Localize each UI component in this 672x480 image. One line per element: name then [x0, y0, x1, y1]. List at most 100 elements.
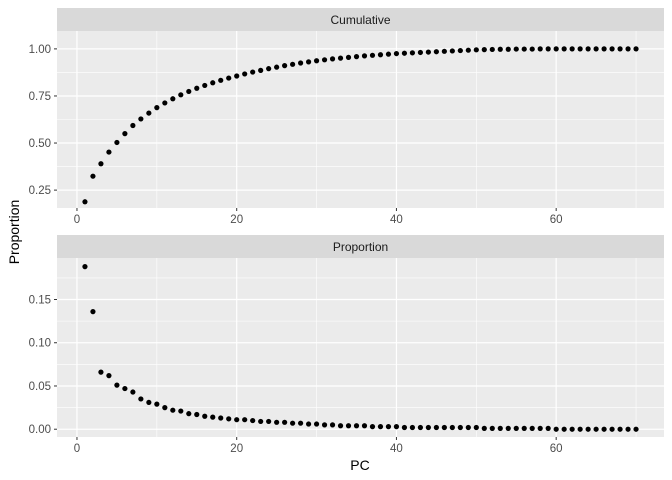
data-point — [82, 199, 88, 205]
data-point — [393, 424, 400, 430]
data-point — [154, 105, 160, 111]
data-point — [545, 425, 551, 431]
data-point — [441, 424, 447, 431]
facet-strip — [57, 235, 664, 258]
data-point — [162, 100, 168, 106]
data-point — [601, 46, 607, 52]
data-point — [377, 52, 384, 58]
panel-background — [57, 258, 664, 437]
data-point — [337, 55, 344, 61]
data-point — [130, 389, 136, 395]
data-point — [162, 404, 168, 411]
data-point — [361, 423, 368, 429]
data-point — [417, 424, 424, 431]
data-point — [122, 131, 128, 137]
data-point — [146, 110, 152, 116]
data-point — [401, 424, 408, 431]
data-point — [186, 411, 192, 417]
data-point — [465, 424, 471, 431]
data-point — [234, 73, 240, 79]
data-point — [90, 173, 96, 179]
data-point — [489, 425, 495, 431]
data-point — [393, 50, 400, 57]
data-point — [585, 426, 591, 432]
data-point — [513, 425, 519, 431]
data-point — [457, 424, 463, 431]
data-point — [321, 57, 328, 63]
data-point — [114, 139, 120, 146]
y-tick-label: 0.00 — [29, 424, 51, 436]
data-point — [537, 46, 543, 52]
data-point — [481, 425, 487, 431]
data-point — [617, 426, 623, 432]
data-point — [282, 63, 288, 69]
y-tick-label: 0.50 — [29, 138, 51, 150]
data-point — [353, 54, 360, 60]
y-tick-label: 0.15 — [29, 295, 51, 307]
data-point — [194, 411, 200, 418]
data-point — [593, 46, 599, 52]
data-point — [425, 49, 431, 55]
data-point — [242, 417, 248, 423]
data-point — [465, 47, 471, 53]
data-point — [170, 96, 176, 102]
data-point — [529, 46, 535, 52]
y-tick-label: 1.00 — [29, 44, 51, 56]
data-point — [609, 46, 615, 52]
data-point — [433, 49, 439, 55]
y-tick-label: 0.25 — [29, 185, 51, 197]
data-point — [250, 69, 256, 75]
data-point — [609, 426, 615, 432]
data-point — [218, 77, 224, 83]
data-point — [433, 424, 439, 431]
data-point — [569, 46, 575, 52]
data-point — [313, 421, 320, 427]
data-point — [305, 421, 312, 427]
x-tick-label: 60 — [550, 443, 563, 455]
data-point — [194, 85, 200, 91]
data-point — [226, 416, 232, 422]
data-point — [577, 426, 583, 432]
x-tick-label: 0 — [74, 214, 80, 226]
data-point — [305, 59, 312, 65]
data-point — [625, 426, 631, 432]
data-point — [545, 46, 551, 52]
data-point — [313, 58, 320, 64]
data-point — [297, 60, 304, 66]
data-point — [497, 46, 503, 52]
data-point — [297, 420, 304, 426]
data-point — [585, 46, 591, 52]
data-point — [242, 71, 248, 77]
data-point — [457, 47, 463, 54]
data-point — [98, 161, 104, 167]
data-point — [202, 82, 208, 89]
data-point — [409, 424, 416, 431]
data-point — [345, 423, 352, 429]
data-point — [481, 47, 487, 53]
data-point — [633, 426, 639, 432]
x-tick-label: 20 — [230, 214, 243, 226]
facet-strip — [57, 8, 664, 31]
data-point — [258, 67, 264, 73]
data-point — [290, 61, 296, 67]
data-point — [593, 426, 599, 432]
data-point — [449, 424, 455, 431]
data-point — [234, 417, 240, 423]
data-point — [218, 415, 224, 421]
data-point — [497, 425, 503, 431]
data-point — [178, 92, 184, 98]
data-point — [369, 424, 376, 430]
data-point — [250, 417, 256, 424]
data-point — [178, 408, 184, 414]
data-point — [537, 425, 543, 431]
data-point — [633, 46, 639, 52]
data-point — [561, 46, 567, 52]
data-point — [553, 46, 559, 52]
data-point — [409, 50, 416, 56]
x-tick-label: 40 — [390, 214, 403, 226]
data-point — [258, 418, 264, 425]
data-point — [473, 424, 479, 431]
data-point — [186, 88, 192, 95]
data-point — [489, 46, 495, 53]
